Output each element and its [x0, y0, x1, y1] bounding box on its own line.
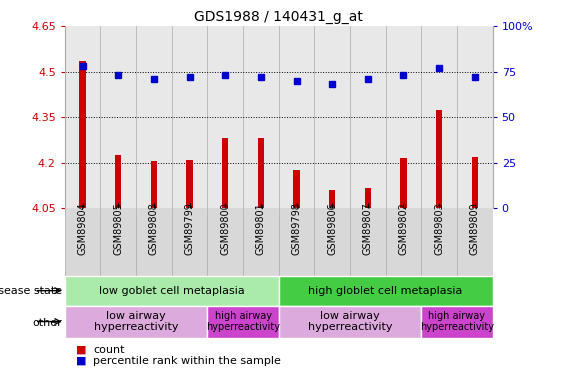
Bar [79, 61, 86, 208]
Bar [115, 155, 122, 208]
Bar [457, 26, 493, 208]
Text: percentile rank within the sample: percentile rank within the sample [93, 356, 281, 366]
Bar [279, 276, 493, 306]
Bar [350, 26, 386, 208]
Bar [172, 26, 207, 208]
Bar [243, 26, 279, 208]
Text: count: count [93, 345, 124, 355]
Bar [65, 306, 207, 338]
Bar [207, 26, 243, 208]
Bar [222, 138, 229, 208]
Text: ■: ■ [76, 356, 87, 366]
Bar [65, 26, 100, 208]
Bar [258, 138, 264, 208]
Bar [400, 158, 406, 208]
Bar [279, 26, 314, 208]
Title: GDS1988 / 140431_g_at: GDS1988 / 140431_g_at [194, 10, 363, 24]
Bar [436, 110, 443, 208]
Text: high airway
hyperreactivity: high airway hyperreactivity [420, 311, 494, 332]
Bar [100, 26, 136, 208]
Text: high airway
hyperreactivity: high airway hyperreactivity [206, 311, 280, 332]
Text: disease state: disease state [0, 286, 62, 296]
Bar [329, 190, 336, 208]
Bar [65, 276, 279, 306]
Bar [207, 306, 279, 338]
Bar [279, 306, 421, 338]
Text: low airway
hyperreactivity: low airway hyperreactivity [94, 311, 178, 332]
Text: other: other [32, 318, 62, 327]
Text: low airway
hyperreactivity: low airway hyperreactivity [308, 311, 392, 332]
Text: high globlet cell metaplasia: high globlet cell metaplasia [309, 286, 463, 296]
Bar [136, 26, 172, 208]
Bar [386, 26, 421, 208]
Bar [186, 160, 193, 208]
Bar [472, 157, 478, 208]
Bar [421, 306, 493, 338]
Bar [365, 188, 371, 208]
Bar [151, 161, 157, 208]
Text: ■: ■ [76, 345, 87, 355]
Bar [421, 26, 457, 208]
Bar [314, 26, 350, 208]
Bar [293, 170, 300, 208]
Text: low goblet cell metaplasia: low goblet cell metaplasia [99, 286, 244, 296]
